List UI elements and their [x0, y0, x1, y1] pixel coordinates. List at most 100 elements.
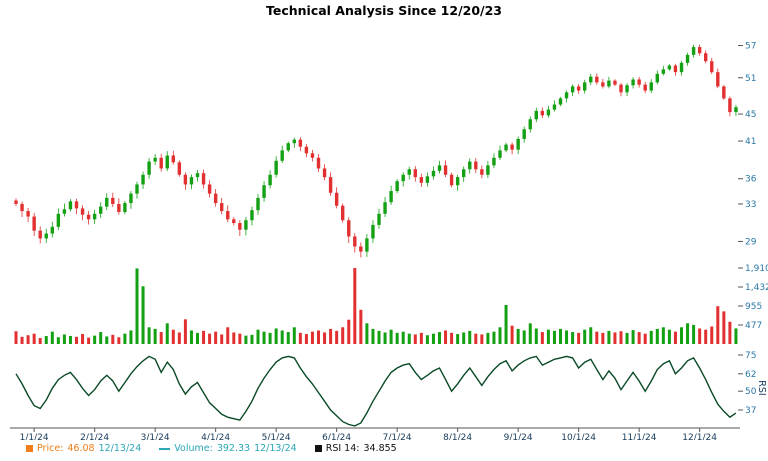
volume-bar [607, 330, 611, 344]
legend-rsi: RSI 14: 34.855 [314, 443, 397, 454]
volume-bar [256, 329, 260, 344]
volume-bar [637, 332, 641, 344]
candle [504, 144, 508, 151]
volume-date: 12/13/24 [254, 443, 297, 454]
candle [552, 104, 557, 110]
volume-bar [310, 331, 314, 344]
candle [564, 92, 569, 99]
candle [443, 165, 448, 175]
candle [165, 155, 169, 169]
y-axis-label: 33 [745, 200, 756, 210]
candle [558, 98, 563, 105]
volume-bar [171, 329, 175, 344]
candle [92, 213, 97, 220]
price-value: 46.08 [67, 443, 95, 454]
candle [238, 223, 242, 230]
volume-bar [111, 334, 115, 344]
volume-bar [516, 328, 520, 344]
candle [631, 79, 635, 86]
volume-value: 392.33 [216, 443, 251, 454]
volume-bar [280, 330, 284, 344]
volume-bar [444, 330, 448, 344]
volume-bar [268, 332, 272, 344]
candle [637, 79, 641, 85]
candle [595, 76, 599, 83]
x-axis-label: 9/1/24 [504, 433, 533, 440]
volume-bar [528, 323, 532, 344]
rsi-axis-title: RSI [756, 380, 767, 395]
volume-bar [661, 327, 665, 344]
y-axis-label: 477 [745, 321, 762, 331]
x-axis-label: 8/1/24 [443, 433, 472, 440]
candle [280, 150, 284, 161]
volume-bar [250, 334, 254, 344]
volume-bar [589, 327, 593, 344]
rsi-label: RSI 14: [325, 443, 360, 454]
candle [667, 65, 672, 70]
candle [195, 173, 200, 178]
volume-panel [14, 268, 738, 344]
candle [710, 61, 714, 73]
candle [389, 191, 393, 203]
volume-bar [359, 309, 363, 344]
candle [613, 80, 617, 85]
volume-bar [99, 332, 103, 344]
candle [286, 143, 290, 151]
volume-bar [510, 325, 514, 344]
volume-bar [504, 305, 508, 344]
candle [262, 185, 266, 198]
candle [105, 197, 109, 207]
candle [437, 165, 442, 171]
candle [734, 107, 738, 113]
candle [377, 213, 381, 225]
candle [153, 157, 157, 162]
candle [407, 169, 411, 175]
volume-bar [613, 332, 617, 344]
candle [607, 80, 611, 87]
candle [341, 205, 345, 221]
x-axis-label: 5/1/24 [262, 433, 291, 440]
candle [80, 208, 85, 215]
candle [304, 146, 309, 154]
volume-bar [56, 337, 60, 344]
candle [68, 201, 73, 210]
volume-bar [298, 332, 302, 344]
price-label: Price: [37, 443, 64, 454]
candle [413, 169, 417, 178]
volume-bar [244, 335, 248, 344]
candle [462, 169, 466, 178]
candle [74, 201, 79, 209]
candle [201, 173, 206, 185]
candle [455, 177, 460, 186]
volume-bar [371, 328, 375, 344]
rsi-line [15, 355, 737, 427]
volume-bar [619, 331, 623, 344]
candle [268, 174, 272, 186]
rsi-value: 34.855 [363, 443, 397, 454]
volume-bar [32, 333, 36, 344]
candle [474, 161, 478, 170]
volume-bar [540, 332, 544, 344]
volume-bar [220, 334, 224, 344]
candle [649, 82, 653, 91]
volume-bar [135, 268, 139, 344]
volume-bar [601, 332, 605, 344]
volume-bar [177, 332, 181, 344]
volume-bar [353, 268, 357, 344]
candle [419, 177, 424, 183]
volume-bar [559, 328, 562, 344]
y-axis-label: 29 [745, 237, 757, 247]
volume-bar [522, 330, 526, 344]
candle [62, 209, 67, 214]
legend-price: Price: 46.08 12/13/24 [26, 443, 141, 454]
y-axis-label: 75 [745, 351, 756, 361]
candle [540, 110, 545, 116]
volume-bar [62, 334, 66, 344]
candle [371, 224, 375, 239]
volume-bar [323, 332, 327, 344]
volume-bar [304, 334, 308, 344]
volume-bar [595, 331, 599, 344]
volume-bar [407, 333, 411, 344]
volume-bar [165, 323, 169, 344]
